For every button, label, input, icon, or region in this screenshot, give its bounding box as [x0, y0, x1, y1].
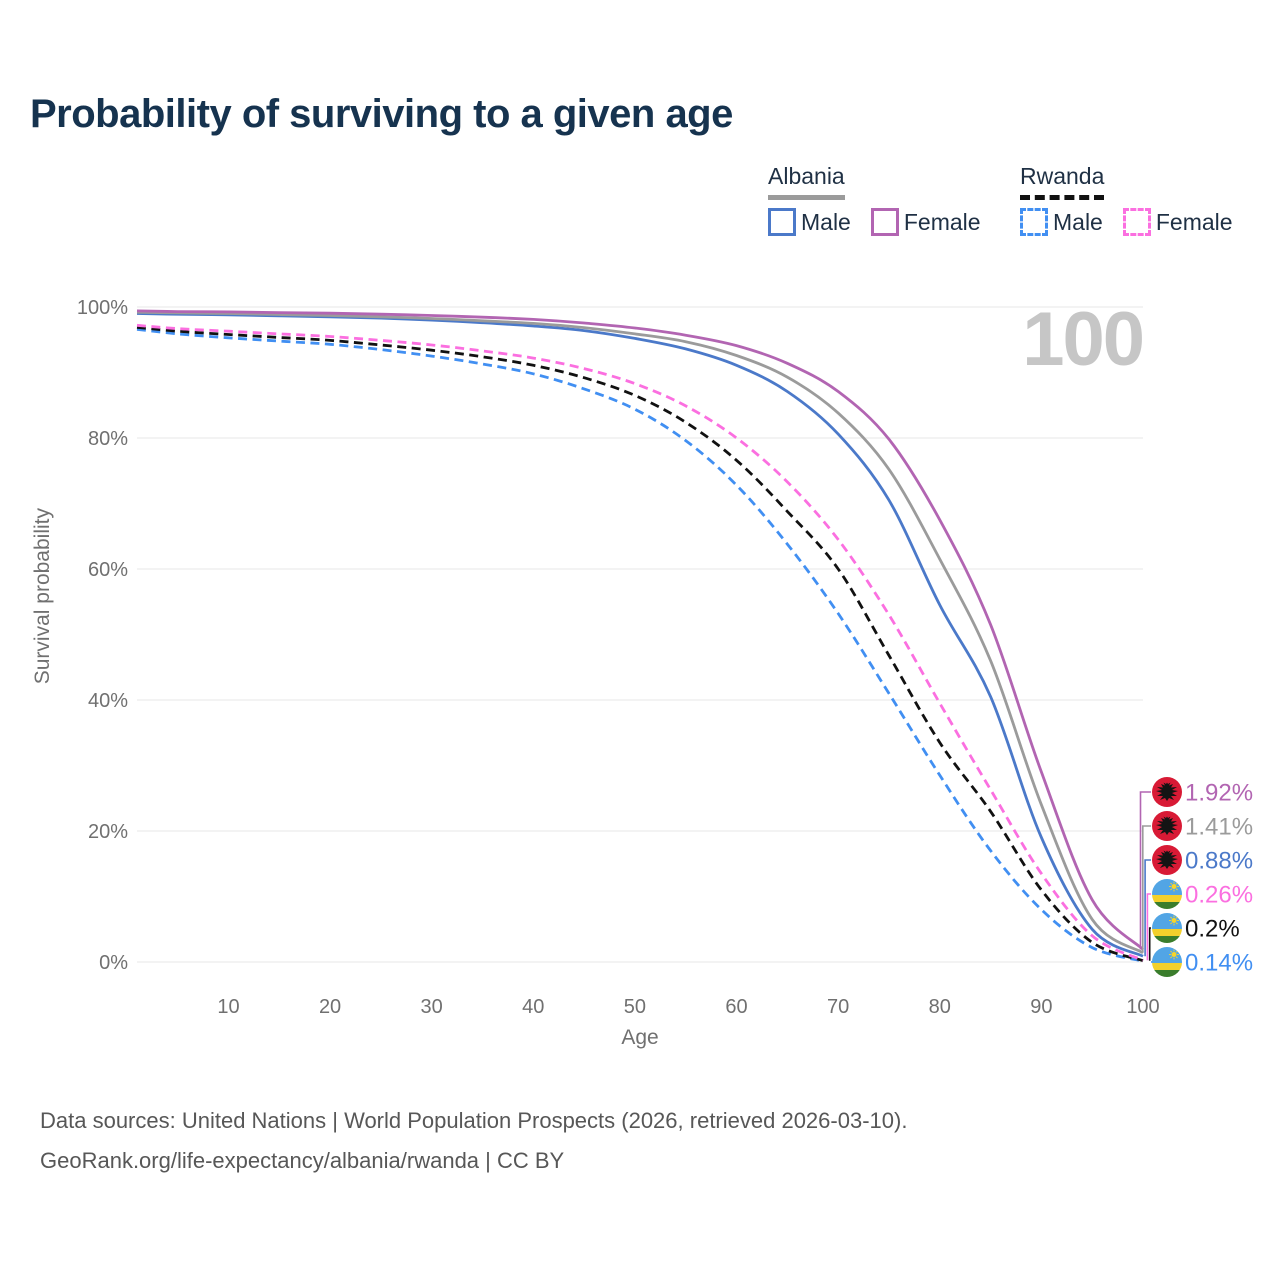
x-tick-50: 50 [624, 996, 646, 1018]
albania-flag-icon [1152, 811, 1182, 841]
albania-eagle-icon [1156, 850, 1178, 869]
x-tick-10: 10 [217, 996, 239, 1018]
x-axis-title: Age [621, 1026, 659, 1049]
albania-male-swatch-icon [768, 208, 796, 236]
legend-entry-albania-male[interactable]: Male [768, 208, 851, 236]
end-label-value: 0.26% [1185, 882, 1253, 909]
end-label-connector [1148, 927, 1151, 961]
rwanda-flag-icon [1152, 879, 1182, 909]
y-tick-0: 0% [99, 952, 128, 974]
curve-rwanda [136, 325, 1144, 963]
x-tick-100: 100 [1126, 996, 1159, 1018]
x-tick-70: 70 [827, 996, 849, 1018]
curve-albania-female [136, 309, 1144, 951]
rwanda-flag-icon [1152, 913, 1182, 943]
legend-label-rwanda-male: Male [1053, 208, 1103, 235]
end-label-value: 0.88% [1185, 848, 1253, 875]
x-tick-90: 90 [1030, 996, 1052, 1018]
legend-label-albania-female: Female [903, 208, 981, 235]
x-tick-60: 60 [725, 996, 747, 1018]
end-label-connector [1146, 893, 1151, 961]
curve-albania-male [136, 312, 1144, 958]
end-label-connector [1144, 859, 1151, 957]
rwanda-sun-icon [1171, 884, 1177, 889]
y-axis-title: Survival probability [31, 508, 54, 685]
rwanda-male-swatch-icon [1020, 208, 1048, 236]
y-tick-80: 80% [88, 428, 128, 450]
curve-albania [136, 310, 1144, 955]
albania-female-swatch-icon [870, 208, 899, 236]
footer-attribution: GeoRank.org/life-expectancy/albania/rwan… [40, 1148, 565, 1173]
rwanda-sun-icon [1171, 952, 1177, 957]
x-tick-80: 80 [929, 996, 951, 1018]
end-label-value: 0.14% [1185, 950, 1253, 977]
albania-flag-icon [1152, 845, 1182, 875]
y-tick-20: 20% [88, 821, 128, 843]
x-tick-30: 30 [421, 996, 443, 1018]
end-label-connector [1142, 825, 1151, 953]
watermark-age-100: 100 [1022, 297, 1145, 382]
end-label-value: 0.2% [1185, 916, 1240, 943]
end-label-value: 1.92% [1185, 780, 1253, 807]
legend-label-rwanda-female: Female [1155, 208, 1233, 235]
albania-eagle-icon [1156, 816, 1178, 835]
legend-group-albania: Albania Male Female [768, 163, 995, 236]
legend-entry-albania-female[interactable]: Female [870, 208, 981, 236]
legend-entry-rwanda-male[interactable]: Male [1020, 208, 1103, 236]
legend-group-rwanda: Rwanda Male Female [1020, 163, 1247, 236]
albania-eagle-icon [1156, 782, 1178, 801]
end-label-value: 1.41% [1185, 814, 1253, 841]
legend-entry-rwanda-female[interactable]: Female [1122, 208, 1233, 236]
y-tick-60: 60% [88, 559, 128, 581]
legend-country-rwanda: Rwanda [1020, 163, 1105, 200]
rwanda-sun-icon [1171, 918, 1177, 923]
x-tick-40: 40 [522, 996, 544, 1018]
legend-label-albania-male: Male [801, 208, 851, 235]
rwanda-flag-icon [1152, 947, 1182, 977]
footer-data-sources: Data sources: United Nations | World Pop… [40, 1108, 908, 1133]
rwanda-female-swatch-icon [1122, 208, 1151, 236]
end-label-connector [1139, 791, 1151, 950]
curve-rwanda-female [136, 323, 1144, 962]
y-tick-40: 40% [88, 690, 128, 712]
x-tick-20: 20 [319, 996, 341, 1018]
legend-country-albania: Albania [768, 163, 845, 200]
albania-flag-icon [1152, 777, 1182, 807]
page-title: Probability of surviving to a given age [30, 92, 733, 136]
end-label-connector [1151, 961, 1153, 963]
curve-rwanda-male [136, 327, 1144, 963]
y-tick-100: 100% [77, 297, 128, 319]
